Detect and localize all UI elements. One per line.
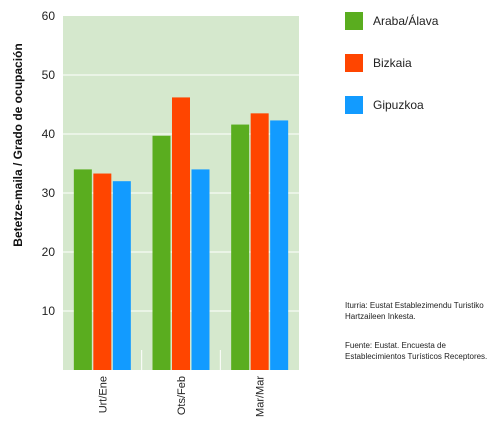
legend-swatch-gipuzkoa: [345, 96, 363, 114]
x-tick-label: Mar/Mar: [255, 376, 267, 417]
y-tick-label: 20: [42, 245, 56, 259]
y-tick-label: 30: [42, 186, 56, 200]
y-tick-labels: 10 20 30 40 50 60: [42, 9, 56, 318]
legend-item-gipuzkoa: Gipuzkoa: [345, 96, 438, 114]
x-tick-label: Urt/Ene: [97, 376, 109, 413]
bar: [73, 169, 92, 370]
x-tick-labels: Urt/Ene Ots/Feb Mar/Mar: [97, 376, 266, 417]
bar: [250, 113, 269, 370]
legend-label-bizkaia: Bizkaia: [373, 56, 412, 70]
source-line: Fuente: Eustat. Encuesta de: [345, 341, 446, 350]
legend: Araba/Álava Bizkaia Gipuzkoa: [345, 12, 438, 138]
y-tick-label: 40: [42, 127, 56, 141]
legend-item-bizkaia: Bizkaia: [345, 54, 438, 72]
legend-label-araba: Araba/Álava: [373, 14, 439, 28]
y-tick-label: 10: [42, 304, 56, 318]
legend-swatch-araba: [345, 12, 363, 30]
source-line: Hartzaileen Inkesta.: [345, 312, 416, 321]
source-note-spanish: Fuente: Eustat. Encuesta de Establecimie…: [345, 340, 487, 362]
bar: [191, 169, 210, 370]
bar: [270, 120, 289, 371]
legend-label-gipuzkoa: Gipuzkoa: [373, 98, 424, 112]
source-note-basque: Iturria: Eustat Establezimendu Turistiko…: [345, 300, 484, 322]
source-line: Establecimientos Turísticos Receptores.: [345, 352, 488, 361]
x-tick-label: Ots/Feb: [176, 376, 188, 415]
bar: [93, 173, 112, 370]
legend-item-araba: Araba/Álava: [345, 12, 438, 30]
y-tick-label: 50: [42, 68, 56, 82]
bar: [152, 135, 171, 370]
y-axis-label: Betetze-maila / Grado de ocupación: [11, 43, 25, 246]
bar: [231, 124, 250, 370]
source-line: Iturria: Eustat Establezimendu Turistiko: [345, 301, 484, 310]
bar: [172, 97, 190, 371]
bar: [112, 181, 131, 370]
legend-swatch-bizkaia: [345, 54, 363, 72]
bars: [73, 97, 289, 371]
y-tick-label: 60: [42, 9, 56, 23]
